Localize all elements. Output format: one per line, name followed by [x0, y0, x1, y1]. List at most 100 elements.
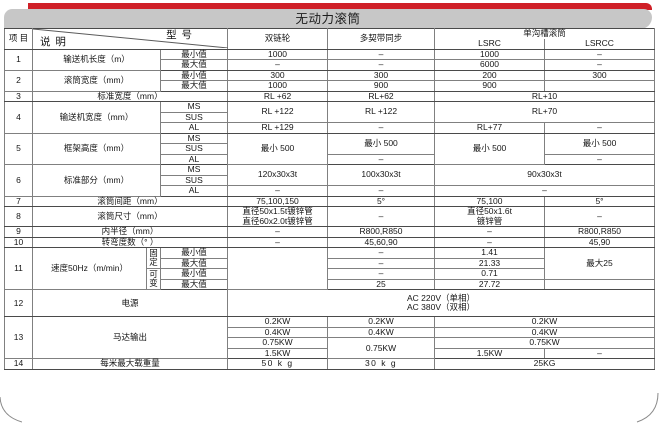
cell-value: 100x30x3t [327, 164, 436, 187]
cell-value: 1.5KW [434, 347, 546, 360]
subrow-label: 最大值 [159, 257, 229, 270]
subrow-label: MS [159, 132, 229, 145]
cell-value-line2: 直径60x2.0t镀锌管 [242, 215, 313, 226]
header-col-double-chain: 双链轮 [227, 28, 329, 50]
table-row: 可 变 最小值 – 0.71 [5, 268, 655, 291]
cell-value: 5° [327, 195, 436, 208]
subrow-label: 最小值 [159, 48, 229, 61]
header-col-single-groove: 单沟槽滚筒 [434, 27, 656, 39]
cell-value: 27.72 [434, 278, 546, 291]
cell-value: RL+70 [434, 101, 656, 124]
cell-value-line1: 直径50x1.5t镀锌管 [242, 206, 313, 217]
cell-value: 0.2KW [327, 316, 436, 328]
cell-value: RL +129 [227, 122, 329, 134]
cell-value: 90x30x3t [434, 164, 656, 187]
table-header-row: 项 目 型 号 说 明 双链轮 多契带同步 单沟槽滚筒 [4, 27, 656, 50]
cell-value-line2: 镀锌管 [476, 215, 503, 226]
row-no: 8 [4, 206, 33, 228]
subgroup-label-char: 可 [149, 268, 158, 279]
cell-value: 0.75KW [227, 337, 329, 349]
cell-value: RL+62 [327, 90, 436, 103]
cell-value: – [227, 226, 329, 238]
cell-value: 6000 [434, 59, 546, 71]
cell-value: RL+10 [434, 90, 656, 103]
table-row: 12 电源 AC 220V（单相） AC 380V（双相） [4, 289, 656, 318]
cell-value: 45,60,90 [327, 236, 436, 249]
specification-table: 项 目 型 号 说 明 双链轮 多契带同步 单沟槽滚筒 LSRC LSRCC 1… [4, 27, 656, 370]
row-no: 14 [4, 358, 33, 370]
subrow-label: MS [159, 101, 229, 113]
subrow-label: 最小值 [159, 69, 229, 82]
cell-value: 21.33 [434, 257, 546, 270]
cell-value: 25 [327, 278, 436, 291]
cell-value: 最小 500 [327, 132, 436, 155]
row-desc: 标准部分（mm） [32, 164, 161, 197]
cell-value: – [327, 59, 436, 71]
header-desc-model-diagonal: 型 号 说 明 [31, 28, 229, 50]
cell-value: 最小 500 [434, 132, 546, 166]
cell-value [544, 278, 656, 291]
cell-value-line1: AC 220V（单相） [407, 292, 476, 303]
table-row: 4 输送机宽度（mm） MS RL +122 RL +122 RL+70 [4, 101, 656, 134]
cell-value: 0.4KW [327, 326, 436, 339]
cell-value [544, 80, 656, 92]
cell-value: – [434, 226, 546, 238]
page-corner-bottom-left [0, 396, 22, 423]
subrow-label: SUS [159, 174, 229, 187]
subrow-label: AL [159, 122, 229, 134]
row-desc: 马达输出 [31, 316, 229, 360]
cell-value: – [227, 59, 329, 71]
subgroup-label-fixed: 固 定 [146, 247, 161, 270]
cell-value: 120x30x3t [227, 164, 329, 187]
cell-value: – [544, 48, 656, 61]
subrow-label: 最大值 [159, 80, 229, 92]
row-desc: 框架高度（mm） [32, 132, 161, 166]
cell-value: 直径50x1.5t镀锌管 直径60x2.0t镀锌管 [227, 206, 329, 228]
cell-value: 25KG [434, 358, 656, 370]
row-desc: 滚筒尺寸（mm） [31, 206, 229, 228]
cell-value: RL +62 [227, 90, 329, 103]
subrow-label: 最大值 [159, 59, 229, 71]
cell-value: – [544, 122, 656, 134]
table-row: 1.5KW 1.5KW – [5, 347, 656, 360]
subrow-label: SUS [159, 143, 229, 155]
subgroup-label-variable: 可 变 [146, 268, 161, 291]
cell-value: 0.71 [434, 268, 546, 280]
cell-value: – [544, 153, 656, 166]
header-col-belt-sync: 多契带同步 [327, 28, 436, 50]
cell-value: 75,100,150 [227, 195, 329, 208]
row-desc: 转弯度数（° ） [31, 236, 229, 249]
title-banner: 无动力滚筒 [4, 3, 652, 29]
cell-value: 200 [434, 69, 546, 82]
cell-value: 300 [544, 69, 656, 82]
row-desc: 内半径（mm） [31, 226, 229, 238]
cell-value: 900 [434, 80, 546, 92]
cell-value: 最小 500 [544, 132, 656, 155]
cell-value [227, 247, 329, 291]
subrow-label: AL [159, 185, 229, 197]
page-corner-bottom-right [630, 392, 659, 423]
cell-value: – [434, 236, 546, 249]
row-desc: 滚筒宽度（mm） [32, 69, 161, 92]
table-row: 7 滚筒间距（mm） 75,100,150 5° 75,100 5° [4, 195, 656, 208]
table-row: 0.75KW 0.75KW 0.75KW [5, 337, 656, 360]
banner-gray-bar [4, 9, 652, 29]
table-row: 11 速度50Hz（m/min） 固 定 最小值 – 1.41 最大25 [4, 247, 656, 291]
cell-value: 75,100 [434, 195, 546, 208]
row-desc: 标准宽度（mm） [31, 90, 229, 103]
cell-value: 0.2KW [227, 316, 329, 328]
banner-red-bar [28, 3, 652, 10]
cell-value: 最小 500 [227, 132, 329, 166]
cell-value: 900 [327, 80, 436, 92]
subgroup-label-char: 固 [149, 247, 158, 258]
table-row: 最大值 – 21.33 [5, 257, 655, 270]
row-no: 2 [4, 69, 33, 92]
row-desc: 输送机宽度（mm） [32, 101, 161, 134]
cell-value: 5° [544, 195, 656, 208]
page-title: 无动力滚筒 [295, 12, 361, 26]
cell-value: 0.2KW [434, 316, 656, 328]
cell-value: 1.5KW [227, 347, 329, 360]
cell-value: 50 k g [227, 358, 329, 370]
table-row: 10 转弯度数（° ） – 45,60,90 – 45,90 [4, 236, 656, 249]
